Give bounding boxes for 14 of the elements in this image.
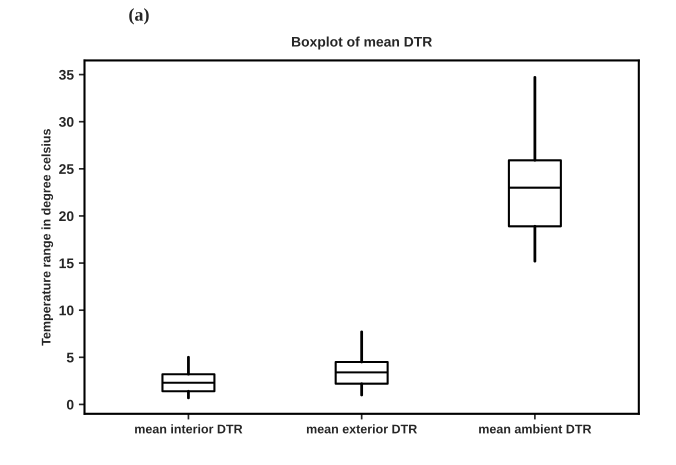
x-tick-label: mean exterior DTR	[306, 424, 417, 434]
y-tick-label: 20	[59, 211, 74, 222]
x-tick-label: mean ambient DTR	[479, 424, 592, 434]
y-tick-label: 5	[66, 352, 74, 362]
y-tick-label: 10	[60, 306, 74, 316]
text: (a)	[129, 8, 149, 24]
chart-title: Boxplot of mean DTR	[292, 36, 432, 50]
y-tick-label: 35	[58, 70, 74, 80]
y-tick-label: 25	[59, 164, 74, 174]
y-tick-label: 15	[60, 258, 74, 268]
y-tick-label: 30	[58, 117, 74, 127]
y-tick-label: 0	[66, 400, 74, 410]
x-tick-label: mean interior DTR	[135, 424, 242, 434]
y-axis-title: Temperature range in degree celsius	[41, 129, 54, 346]
